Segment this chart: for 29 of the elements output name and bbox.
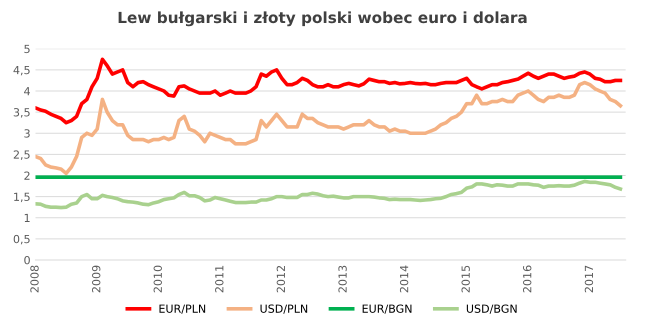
- y-tick-label: 1: [24, 214, 30, 222]
- x-tick-label: 2009: [92, 266, 100, 292]
- line-series: [35, 58, 622, 124]
- line-series: [35, 180, 622, 210]
- y-tick-label: 3: [24, 129, 30, 138]
- y-tick-label: 2,5: [14, 150, 30, 160]
- chart-title: Lew bułgarski i złoty polski wobec euro i dolara: [118, 11, 527, 26]
- legend-label: EUR/PLN: [159, 304, 206, 314]
- x-tick-label: 2016: [523, 266, 532, 292]
- x-tick-label: 2013: [338, 266, 347, 292]
- line-series: [35, 80, 622, 176]
- y-tick-label: 4: [24, 87, 30, 96]
- x-tick-label: 2015: [461, 266, 470, 292]
- y-tick-label: 0: [24, 256, 30, 264]
- y-tick-label: 4,5: [13, 66, 30, 76]
- y-tick-label: 1,5: [14, 192, 30, 202]
- x-tick-label: 2014: [400, 265, 408, 292]
- y-tick-label: 2: [24, 171, 30, 180]
- legend-label: USD/BGN: [466, 304, 517, 314]
- legend-label: USD/PLN: [260, 304, 308, 314]
- x-tick-label: 2017: [584, 266, 594, 292]
- x-tick-label: 2011: [215, 266, 224, 292]
- x-tick-label: 2012: [276, 266, 286, 292]
- x-tick-label: 2008: [30, 266, 39, 292]
- y-tick-label: 5: [24, 44, 30, 54]
- y-tick-label: 3,5: [14, 108, 30, 118]
- y-tick-label: 0,5: [14, 234, 30, 244]
- x-tick-label: 2010: [154, 266, 162, 292]
- legend-label: EUR/BGN: [362, 304, 412, 314]
